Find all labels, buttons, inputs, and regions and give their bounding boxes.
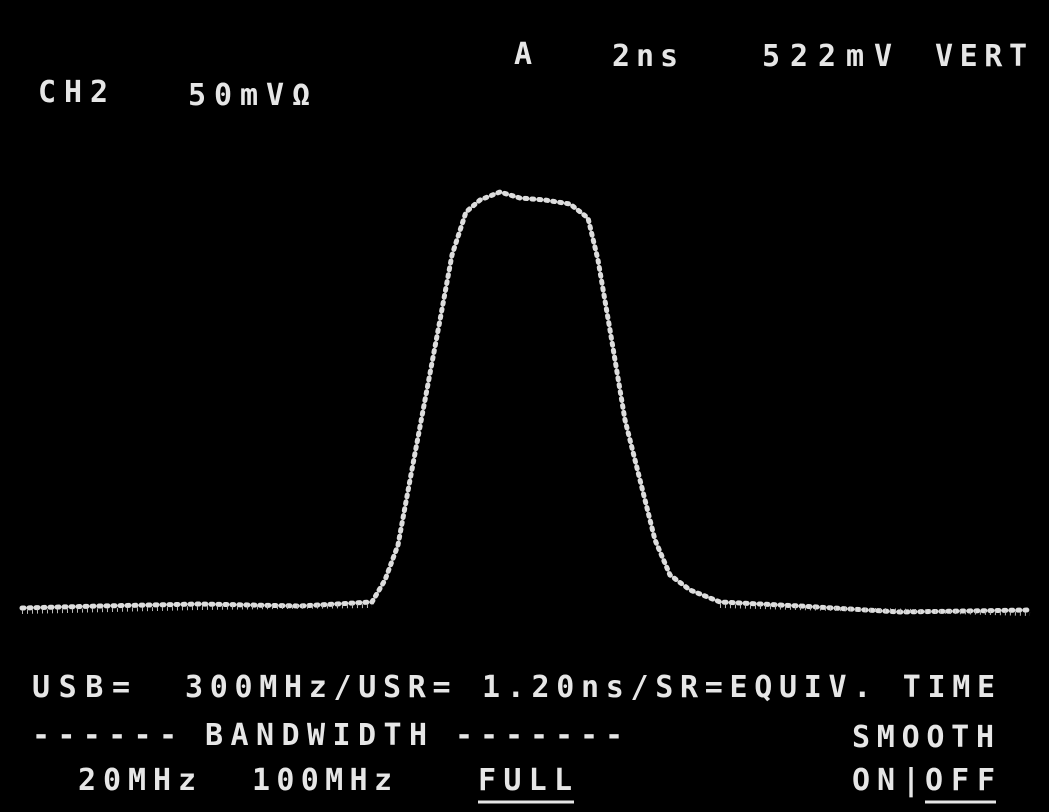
waveform-trace <box>19 189 1033 615</box>
smooth-on: ON| <box>852 763 920 798</box>
smooth-off: OFF <box>925 763 995 798</box>
waveform-noise <box>21 604 1031 616</box>
timebase: 2ns <box>612 39 678 74</box>
option: 20MHz <box>78 763 196 798</box>
rule: ------- <box>455 718 623 753</box>
channel: CH2 <box>38 75 108 110</box>
settings: 300MHz/USR= 1.20ns/SR=EQUIV. TIME <box>185 670 995 705</box>
trigger: A <box>514 37 532 72</box>
bandwidth-title: BANDWIDTH <box>205 718 427 753</box>
